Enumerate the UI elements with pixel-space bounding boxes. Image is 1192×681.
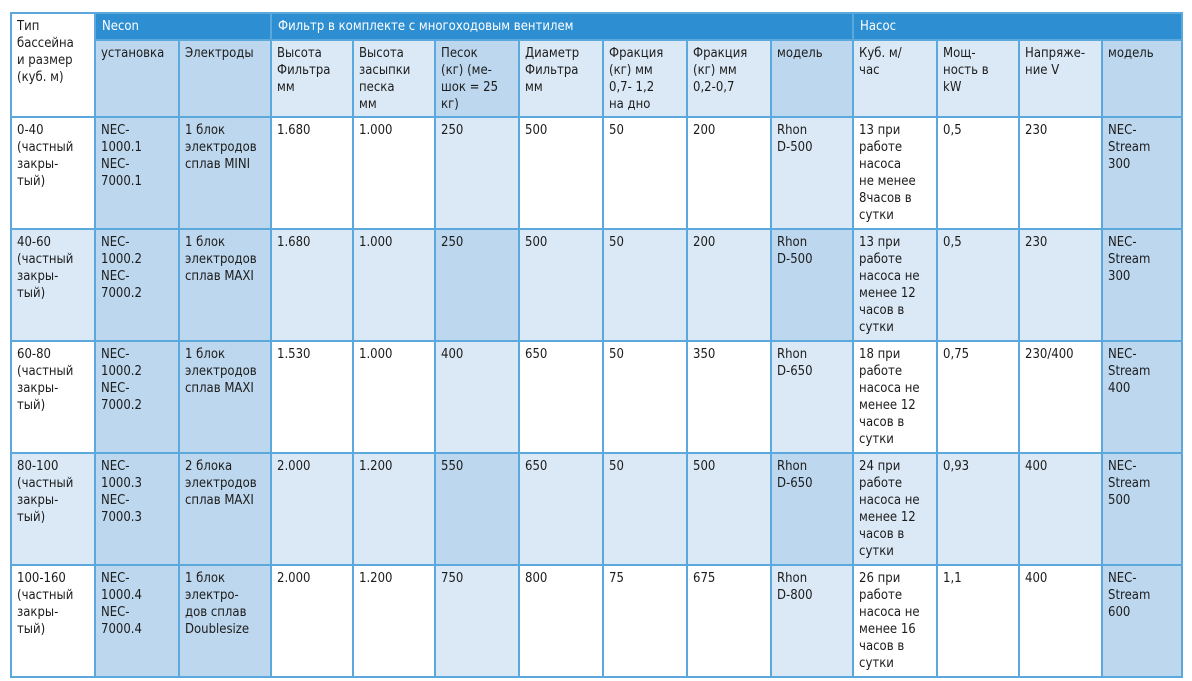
cell-filter-diameter: 800: [518, 564, 605, 678]
cell-sand-fill-height: 1.000: [352, 340, 437, 454]
cell-filter-model: Rhon D-500: [770, 228, 855, 342]
cell-flow: 18 при работе насоса не менее 12 часов в…: [852, 340, 939, 454]
col-header-filter-diameter: Диаметр Фильтра мм: [518, 39, 605, 118]
cell-sand: 250: [434, 116, 521, 230]
cell-installation: NEC- 1000.2 NEC- 7000.2: [94, 228, 180, 342]
col-header-installation: установка: [94, 39, 180, 118]
cell-voltage: 400: [1018, 564, 1104, 678]
cell-sand-fill-height: 1.000: [352, 228, 437, 342]
cell-fraction-coarse: 50: [602, 452, 689, 566]
cell-filter-model: Rhon D-500: [770, 116, 855, 230]
table-row: 40-60 (частный закры- тый) NEC- 1000.2 N…: [10, 228, 1184, 342]
cell-fraction-coarse: 50: [602, 116, 689, 230]
cell-sand: 550: [434, 452, 521, 566]
cell-filter-model: Rhon D-650: [770, 340, 855, 454]
cell-fraction-fine: 675: [686, 564, 773, 678]
cell-filter-height: 1.680: [270, 228, 355, 342]
group-necon: Necon: [93, 12, 273, 41]
col-header-pump-model: модель: [1101, 39, 1184, 118]
group-filter: Фильтр в комплекте с многоходовым вентил…: [270, 12, 855, 41]
cell-fraction-coarse: 50: [602, 228, 689, 342]
cell-fraction-fine: 200: [686, 116, 773, 230]
cell-power: 0,5: [936, 228, 1021, 342]
cell-installation: NEC- 1000.3 NEC- 7000.3: [94, 452, 180, 566]
cell-filter-diameter: 650: [518, 340, 605, 454]
col-header-filter-model: модель: [770, 39, 855, 118]
col-header-sand: Песок (кг) (ме- шок = 25 кг): [434, 39, 521, 118]
col-header-fraction-coarse: Фракция (кг) мм 0,7- 1,2 на дно: [602, 39, 689, 118]
cell-fraction-coarse: 75: [602, 564, 689, 678]
col-header-power: Мощ- ность в kW: [936, 39, 1021, 118]
cell-filter-diameter: 650: [518, 452, 605, 566]
col-header-sand-fill-height: Высота засыпки песка мм: [352, 39, 437, 118]
group-header-row: Тип бассейна и размер (куб. м) Necon Фил…: [10, 12, 1184, 118]
cell-flow: 13 при работе насоса не менее 8часов в с…: [852, 116, 939, 230]
cell-sand: 250: [434, 228, 521, 342]
cell-sand: 400: [434, 340, 521, 454]
cell-pump-model: NEC- Stream 600: [1101, 564, 1184, 678]
cell-electrodes: 1 блок электродов сплав MAXI: [177, 228, 273, 342]
cell-filter-diameter: 500: [518, 228, 605, 342]
cell-flow: 26 при работе насоса не менее 16 часов в…: [852, 564, 939, 678]
cell-sand: 750: [434, 564, 521, 678]
cell-filter-height: 1.530: [270, 340, 355, 454]
cell-pool-type: 0-40 (частный закры- тый): [10, 116, 96, 230]
pool-equipment-table: Тип бассейна и размер (куб. м) Necon Фил…: [10, 12, 1184, 678]
pool-equipment-table-wrapper: Тип бассейна и размер (куб. м) Necon Фил…: [10, 12, 1184, 678]
cell-fraction-fine: 350: [686, 340, 773, 454]
cell-installation: NEC- 1000.2 NEC- 7000.2: [94, 340, 180, 454]
cell-filter-height: 2.000: [270, 564, 355, 678]
cell-pool-type: 80-100 (частный закры- тый): [10, 452, 96, 566]
cell-pump-model: NEC- Stream 500: [1101, 452, 1184, 566]
cell-voltage: 230: [1018, 228, 1104, 342]
cell-flow: 24 при работе насоса не менее 12 часов в…: [852, 452, 939, 566]
cell-filter-height: 1.680: [270, 116, 355, 230]
cell-filter-diameter: 500: [518, 116, 605, 230]
table-row: 60-80 (частный закры- тый) NEC- 1000.2 N…: [10, 340, 1184, 454]
col-header-filter-height: Высота Фильтра мм: [270, 39, 355, 118]
cell-electrodes: 2 блока электродов сплав MAXI: [177, 452, 273, 566]
col-header-voltage: Напряже- ние V: [1018, 39, 1104, 118]
cell-voltage: 230/400: [1018, 340, 1104, 454]
cell-electrodes: 1 блок электродов сплав MINI: [177, 116, 273, 230]
column-header-row: установка Электроды Высота Фильтра мм Вы…: [11, 39, 1184, 118]
cell-installation: NEC- 1000.1 NEC- 7000.1: [94, 116, 180, 230]
col-header-electrodes: Электроды: [177, 39, 273, 118]
cell-fraction-fine: 200: [686, 228, 773, 342]
cell-filter-model: Rhon D-650: [770, 452, 855, 566]
table-row: 80-100 (частный закры- тый) NEC- 1000.3 …: [10, 452, 1184, 566]
group-pump: Насос: [852, 12, 1184, 41]
cell-fraction-coarse: 50: [602, 340, 689, 454]
cell-flow: 13 при работе насоса не менее 12 часов в…: [852, 228, 939, 342]
cell-pump-model: NEC- Stream 300: [1101, 116, 1184, 230]
cell-filter-model: Rhon D-800: [770, 564, 855, 678]
cell-pump-model: NEC- Stream 300: [1101, 228, 1184, 342]
table-row: 100-160 (частный закры- тый) NEC- 1000.4…: [10, 564, 1184, 678]
pool-type-header: Тип бассейна и размер (куб. м): [10, 12, 96, 118]
cell-pool-type: 40-60 (частный закры- тый): [10, 228, 96, 342]
cell-pump-model: NEC- Stream 400: [1101, 340, 1184, 454]
cell-installation: NEC- 1000.4 NEC- 7000.4: [94, 564, 180, 678]
cell-sand-fill-height: 1.200: [352, 564, 437, 678]
cell-pool-type: 100-160 (частный закры- тый): [10, 564, 96, 678]
cell-electrodes: 1 блок электро- дов сплав Doublesize: [177, 564, 273, 678]
cell-voltage: 400: [1018, 452, 1104, 566]
cell-sand-fill-height: 1.200: [352, 452, 437, 566]
cell-power: 0,93: [936, 452, 1021, 566]
col-header-fraction-fine: Фракция (кг) мм 0,2-0,7: [686, 39, 773, 118]
cell-electrodes: 1 блок электродов сплав MAXI: [177, 340, 273, 454]
col-header-flow: Куб. м/ час: [852, 39, 939, 118]
cell-sand-fill-height: 1.000: [352, 116, 437, 230]
cell-filter-height: 2.000: [270, 452, 355, 566]
cell-power: 0,75: [936, 340, 1021, 454]
cell-fraction-fine: 500: [686, 452, 773, 566]
cell-pool-type: 60-80 (частный закры- тый): [10, 340, 96, 454]
table-row: 0-40 (частный закры- тый) NEC- 1000.1 NE…: [10, 116, 1184, 230]
cell-voltage: 230: [1018, 116, 1104, 230]
cell-power: 1,1: [936, 564, 1021, 678]
cell-power: 0,5: [936, 116, 1021, 230]
